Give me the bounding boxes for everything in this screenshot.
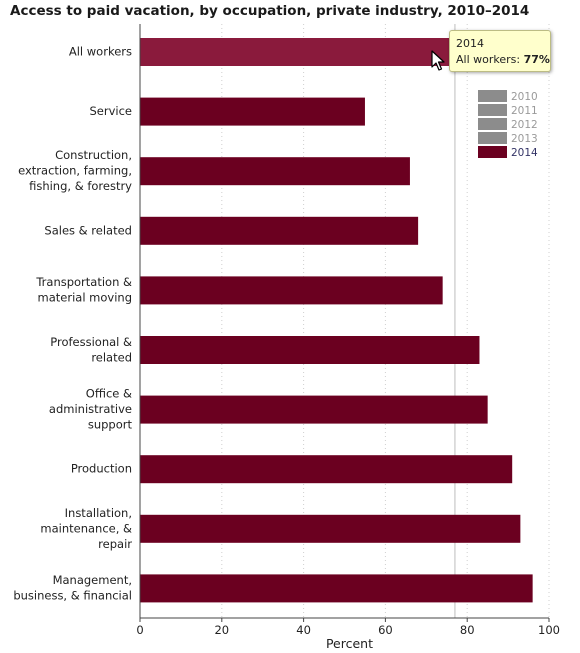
legend: 2010 2011 2012 2013 2014: [478, 90, 538, 159]
bar-6: [140, 395, 488, 424]
tooltip-series-label: All workers:: [456, 53, 524, 66]
bar-2: [140, 157, 410, 186]
mouse-cursor-icon: [431, 50, 445, 71]
legend-label-2011: 2011: [511, 105, 538, 117]
category-label: Transportation &: [35, 275, 132, 289]
tooltip-value: 77%: [523, 53, 550, 66]
category-label: Production: [71, 462, 132, 476]
category-label: Office &: [86, 387, 132, 401]
category-labels: All workers Service Construction, extractio…: [13, 45, 132, 603]
tooltip-year: 2014: [456, 37, 484, 50]
chart-title: Access to paid vacation, by occupation, …: [10, 3, 530, 19]
category-label: support: [88, 418, 133, 432]
bar-4: [140, 276, 443, 305]
x-tick-label: 20: [214, 623, 229, 637]
bar-5: [140, 336, 480, 364]
category-label: related: [91, 350, 132, 364]
category-label: administrative: [49, 402, 132, 416]
category-label: Sales & related: [44, 223, 132, 237]
category-label: repair: [98, 537, 132, 551]
tooltip-value-line: All workers: 77%: [456, 52, 550, 68]
legend-label-2010: 2010: [511, 91, 538, 103]
bar-0: [140, 38, 455, 66]
category-label: Management,: [53, 573, 132, 587]
tooltip: 2014 All workers: 77%: [449, 30, 551, 72]
x-tick-label: 60: [378, 623, 393, 637]
legend-swatch-2012: [478, 118, 507, 130]
bar-1: [140, 97, 365, 126]
bar-7: [140, 455, 513, 484]
bar-9: [140, 574, 533, 603]
category-label: Installation,: [65, 506, 132, 520]
x-tick-label: 100: [538, 623, 560, 637]
x-tick-label: 0: [136, 623, 143, 637]
legend-swatch-2011: [478, 104, 507, 116]
legend-label-2014: 2014: [511, 147, 538, 159]
category-label: maintenance, &: [40, 521, 132, 535]
category-label: extraction, farming,: [18, 164, 132, 178]
bars: [140, 38, 533, 603]
x-tick-label: 40: [296, 623, 311, 637]
legend-label-2012: 2012: [511, 119, 538, 131]
category-label: All workers: [69, 45, 132, 59]
category-label: business, & financial: [13, 589, 132, 603]
category-label: Construction,: [55, 148, 132, 162]
legend-swatch-2010: [478, 90, 507, 102]
legend-swatch-2013: [478, 132, 507, 144]
x-axis-title: Percent: [326, 636, 373, 651]
legend-swatch-2014: [478, 146, 507, 158]
legend-label-2013: 2013: [511, 133, 538, 145]
category-label: Service: [89, 104, 132, 118]
category-label: Professional &: [50, 335, 132, 349]
axes: 0 20 40 60 80 100 Percent: [136, 24, 560, 651]
category-label: fishing, & forestry: [29, 179, 132, 193]
bar-3: [140, 216, 419, 245]
bar-8: [140, 514, 521, 543]
category-label: material moving: [38, 291, 132, 305]
x-tick-label: 80: [460, 623, 475, 637]
